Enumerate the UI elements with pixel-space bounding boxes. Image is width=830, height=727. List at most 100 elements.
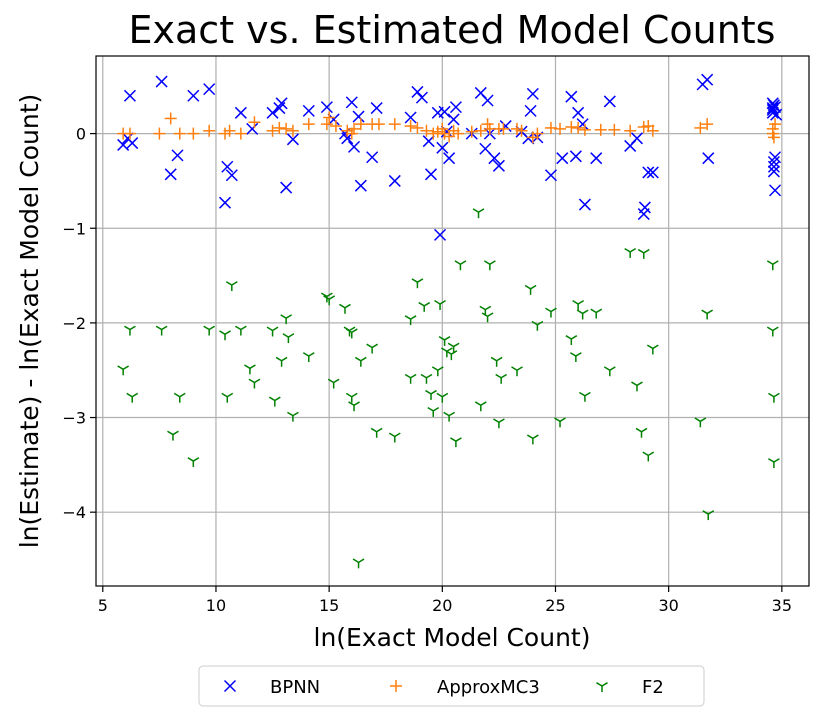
- point-approxmc3: [286, 124, 299, 137]
- point-bpnn: [404, 111, 417, 124]
- point-f2: [266, 326, 279, 337]
- point-bpnn: [701, 73, 714, 86]
- point-f2: [768, 392, 780, 403]
- point-f2: [524, 284, 537, 295]
- point-f2: [603, 366, 616, 377]
- point-bpnn: [155, 75, 168, 88]
- point-f2: [635, 427, 648, 438]
- x-tick-label: 10: [206, 596, 226, 615]
- y-tick-label: −2: [62, 314, 86, 333]
- point-bpnn: [341, 132, 354, 145]
- point-f2: [418, 301, 431, 312]
- point-bpnn: [352, 110, 365, 123]
- point-f2: [511, 366, 523, 377]
- point-bpnn: [221, 160, 234, 173]
- point-f2: [345, 328, 358, 339]
- point-bpnn: [286, 133, 299, 146]
- point-f2: [493, 418, 505, 429]
- point-f2: [545, 307, 557, 318]
- point-bpnn: [354, 179, 367, 192]
- point-f2: [287, 411, 299, 422]
- y-axis-label: ln(Estimate) - ln(Exact Model Count): [15, 94, 44, 549]
- legend-marker-bpnn: [223, 679, 237, 693]
- point-bpnn: [569, 150, 582, 163]
- point-bpnn: [544, 169, 557, 182]
- point-f2: [694, 417, 707, 428]
- point-approxmc3: [594, 123, 607, 136]
- x-tick-label: 20: [432, 596, 452, 615]
- point-f2: [436, 392, 449, 403]
- point-f2: [701, 309, 714, 320]
- point-bpnn: [646, 166, 659, 179]
- point-bpnn: [447, 113, 460, 126]
- point-f2: [447, 342, 460, 353]
- x-tick-label: 30: [658, 596, 678, 615]
- point-f2: [531, 320, 544, 331]
- point-bpnn: [123, 89, 136, 102]
- point-approxmc3: [187, 127, 200, 140]
- point-bpnn: [492, 159, 505, 172]
- point-f2: [572, 300, 585, 310]
- point-bpnn: [770, 108, 783, 121]
- point-approxmc3: [266, 124, 279, 137]
- point-bpnn: [438, 105, 451, 118]
- legend-label-approxmc3: ApproxMC3: [437, 677, 540, 698]
- legend-label-bpnn: BPNN: [270, 677, 320, 698]
- point-f2: [225, 281, 238, 292]
- point-approxmc3: [153, 127, 166, 140]
- point-f2: [244, 364, 256, 375]
- x-axis-label: ln(Exact Model Count): [314, 623, 591, 652]
- point-bpnn: [642, 166, 655, 179]
- x-tick-label: 15: [319, 596, 339, 615]
- point-f2: [768, 458, 780, 469]
- point-approxmc3: [474, 124, 487, 137]
- series-bpnn: [117, 73, 783, 241]
- point-f2: [302, 352, 315, 363]
- point-f2: [339, 303, 351, 314]
- point-approxmc3: [248, 116, 261, 129]
- point-f2: [117, 365, 130, 376]
- point-bpnn: [499, 120, 512, 133]
- point-bpnn: [481, 94, 494, 107]
- point-f2: [167, 430, 179, 441]
- point-bpnn: [415, 91, 428, 104]
- y-tick-label: −1: [62, 219, 86, 238]
- point-approxmc3: [646, 124, 659, 137]
- point-bpnn: [578, 198, 591, 211]
- point-bpnn: [590, 152, 603, 165]
- point-approxmc3: [223, 124, 236, 137]
- point-f2: [388, 432, 401, 443]
- point-f2: [366, 343, 379, 354]
- point-bpnn: [767, 165, 780, 178]
- point-bpnn: [218, 196, 232, 209]
- point-f2: [490, 356, 503, 367]
- x-tick-label: 5: [98, 596, 108, 615]
- point-f2: [187, 457, 200, 468]
- point-f2: [431, 366, 444, 377]
- point-approxmc3: [531, 127, 544, 140]
- point-bpnn: [524, 104, 537, 117]
- point-bpnn: [411, 85, 424, 98]
- point-f2: [275, 356, 288, 367]
- point-f2: [565, 335, 578, 345]
- point-approxmc3: [320, 118, 333, 131]
- point-bpnn: [767, 155, 780, 169]
- point-bpnn: [630, 132, 644, 145]
- point-bpnn: [225, 169, 238, 182]
- point-bpnn: [320, 101, 333, 114]
- point-approxmc3: [452, 127, 465, 140]
- point-approxmc3: [348, 122, 361, 135]
- y-tick-label: −3: [62, 409, 86, 428]
- point-approxmc3: [404, 120, 417, 133]
- point-approxmc3: [280, 122, 293, 135]
- point-f2: [248, 378, 261, 389]
- legend-markers: [223, 679, 608, 693]
- point-bpnn: [302, 104, 315, 117]
- point-approxmc3: [411, 121, 424, 134]
- point-f2: [450, 437, 462, 448]
- point-f2: [234, 325, 247, 336]
- point-bpnn: [388, 174, 401, 187]
- point-f2: [766, 326, 779, 337]
- chart-title: Exact vs. Estimated Model Counts: [129, 8, 776, 52]
